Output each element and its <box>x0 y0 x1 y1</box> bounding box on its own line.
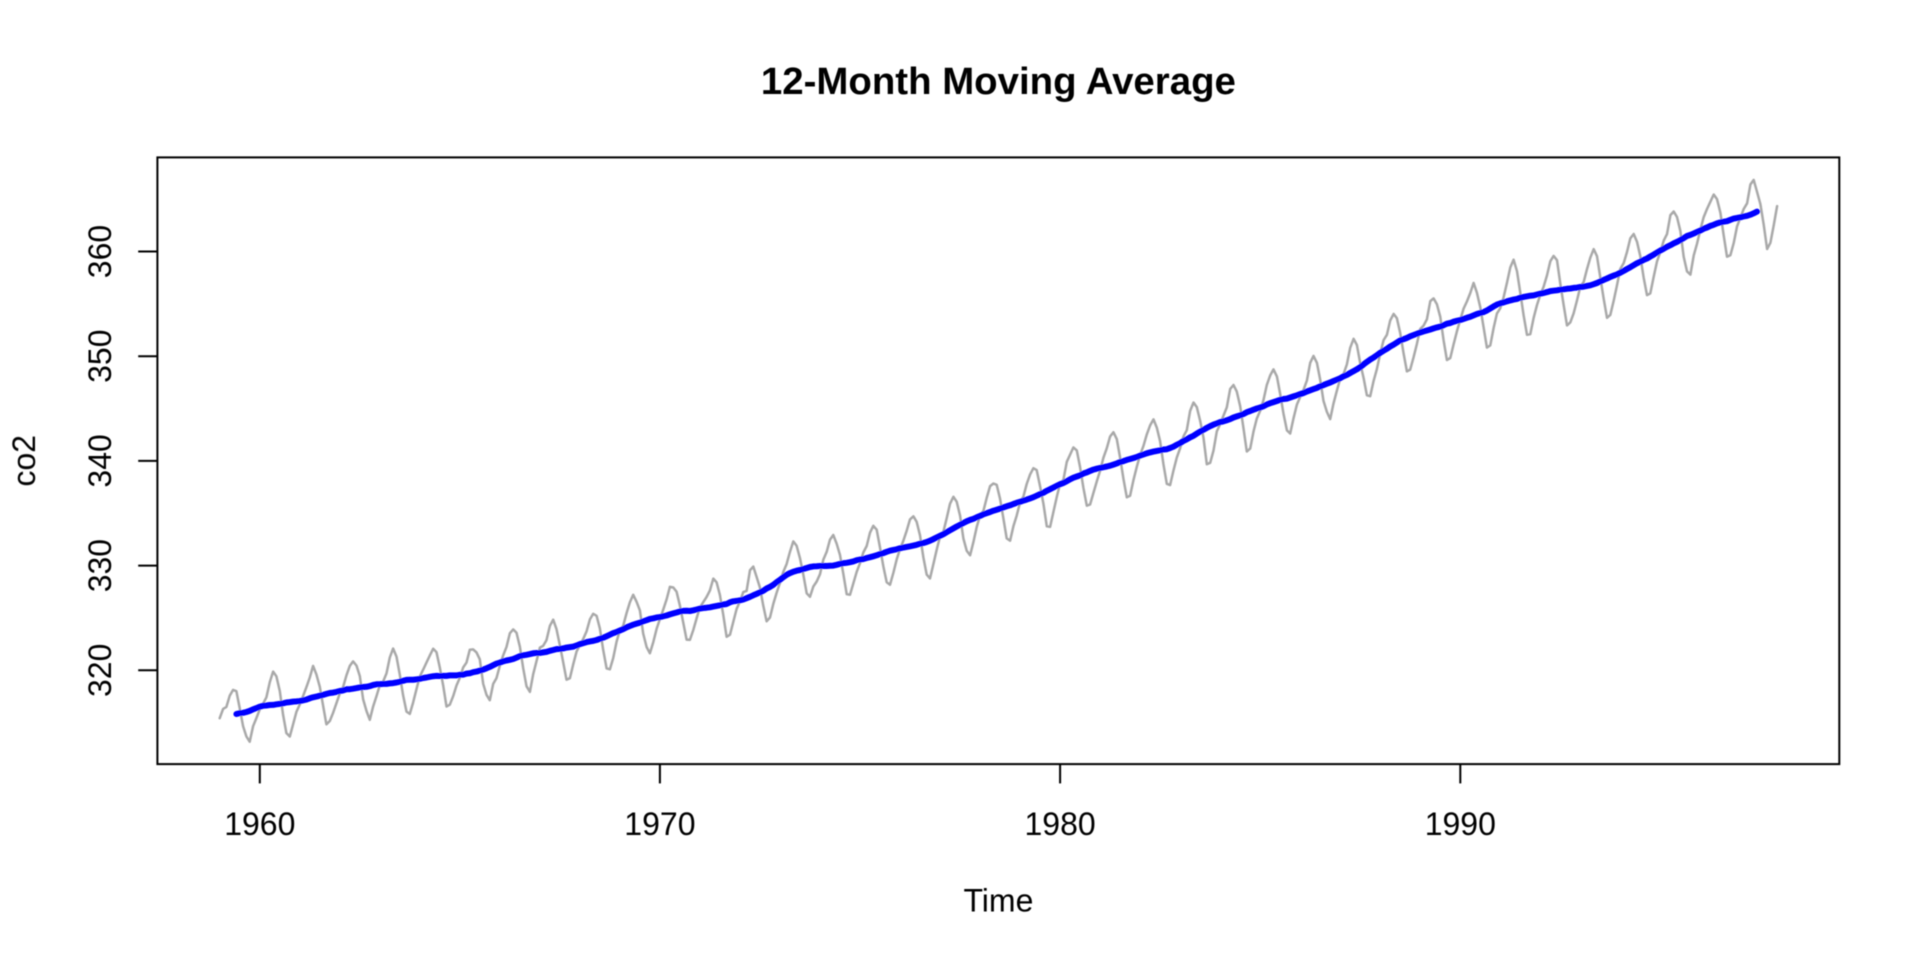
svg-text:1970: 1970 <box>624 806 695 842</box>
svg-text:1980: 1980 <box>1025 806 1096 842</box>
svg-text:340: 340 <box>82 434 118 487</box>
svg-text:1990: 1990 <box>1425 806 1496 842</box>
svg-text:Time: Time <box>963 883 1033 919</box>
svg-text:360: 360 <box>82 225 118 278</box>
svg-text:320: 320 <box>82 644 118 697</box>
svg-text:co2: co2 <box>6 435 42 487</box>
svg-text:350: 350 <box>82 330 118 383</box>
svg-text:12-Month Moving Average: 12-Month Moving Average <box>761 60 1236 103</box>
svg-text:330: 330 <box>82 539 118 592</box>
svg-text:1960: 1960 <box>224 806 295 842</box>
